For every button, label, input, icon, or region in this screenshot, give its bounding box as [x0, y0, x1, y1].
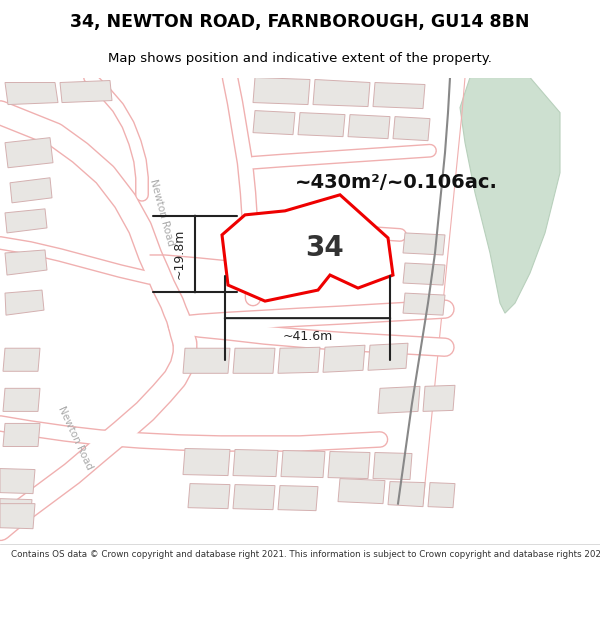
- Polygon shape: [373, 452, 412, 479]
- Polygon shape: [338, 479, 385, 504]
- Polygon shape: [222, 195, 393, 301]
- Polygon shape: [403, 263, 445, 285]
- Polygon shape: [313, 79, 370, 107]
- Polygon shape: [10, 177, 52, 203]
- Text: ~41.6m: ~41.6m: [283, 330, 332, 342]
- Polygon shape: [0, 499, 32, 524]
- Polygon shape: [323, 345, 365, 372]
- Polygon shape: [3, 348, 40, 371]
- Polygon shape: [183, 348, 230, 373]
- Polygon shape: [5, 138, 53, 168]
- Polygon shape: [278, 486, 318, 511]
- Polygon shape: [393, 117, 430, 141]
- Polygon shape: [281, 451, 325, 478]
- Polygon shape: [373, 82, 425, 109]
- Polygon shape: [3, 388, 40, 411]
- Polygon shape: [60, 81, 112, 102]
- Polygon shape: [3, 423, 40, 446]
- Polygon shape: [253, 111, 295, 134]
- Polygon shape: [0, 469, 35, 494]
- Polygon shape: [388, 482, 425, 507]
- Polygon shape: [253, 78, 310, 104]
- Polygon shape: [403, 233, 445, 255]
- Text: ~19.8m: ~19.8m: [173, 229, 185, 279]
- Polygon shape: [0, 78, 600, 544]
- Polygon shape: [403, 293, 445, 315]
- Polygon shape: [423, 386, 455, 411]
- Polygon shape: [460, 78, 560, 313]
- Polygon shape: [5, 82, 58, 104]
- Polygon shape: [5, 290, 44, 315]
- Text: 34, NEWTON ROAD, FARNBOROUGH, GU14 8BN: 34, NEWTON ROAD, FARNBOROUGH, GU14 8BN: [70, 12, 530, 31]
- Polygon shape: [368, 343, 408, 370]
- Text: Newton Road: Newton Road: [56, 405, 94, 472]
- Polygon shape: [183, 449, 230, 476]
- Text: 34: 34: [305, 234, 344, 262]
- Polygon shape: [233, 449, 278, 477]
- Text: Map shows position and indicative extent of the property.: Map shows position and indicative extent…: [108, 52, 492, 64]
- Polygon shape: [0, 504, 35, 529]
- Text: Contains OS data © Crown copyright and database right 2021. This information is : Contains OS data © Crown copyright and d…: [11, 550, 600, 559]
- Text: ~430m²/~0.106ac.: ~430m²/~0.106ac.: [295, 173, 498, 192]
- Polygon shape: [5, 209, 47, 233]
- Polygon shape: [188, 484, 230, 509]
- Polygon shape: [233, 484, 275, 509]
- Polygon shape: [378, 386, 420, 413]
- Polygon shape: [328, 451, 370, 479]
- Polygon shape: [233, 348, 275, 373]
- Polygon shape: [278, 348, 320, 373]
- Polygon shape: [298, 112, 345, 137]
- Text: Newton Road: Newton Road: [148, 178, 176, 248]
- Polygon shape: [5, 250, 47, 275]
- Polygon shape: [428, 482, 455, 508]
- Polygon shape: [348, 114, 390, 139]
